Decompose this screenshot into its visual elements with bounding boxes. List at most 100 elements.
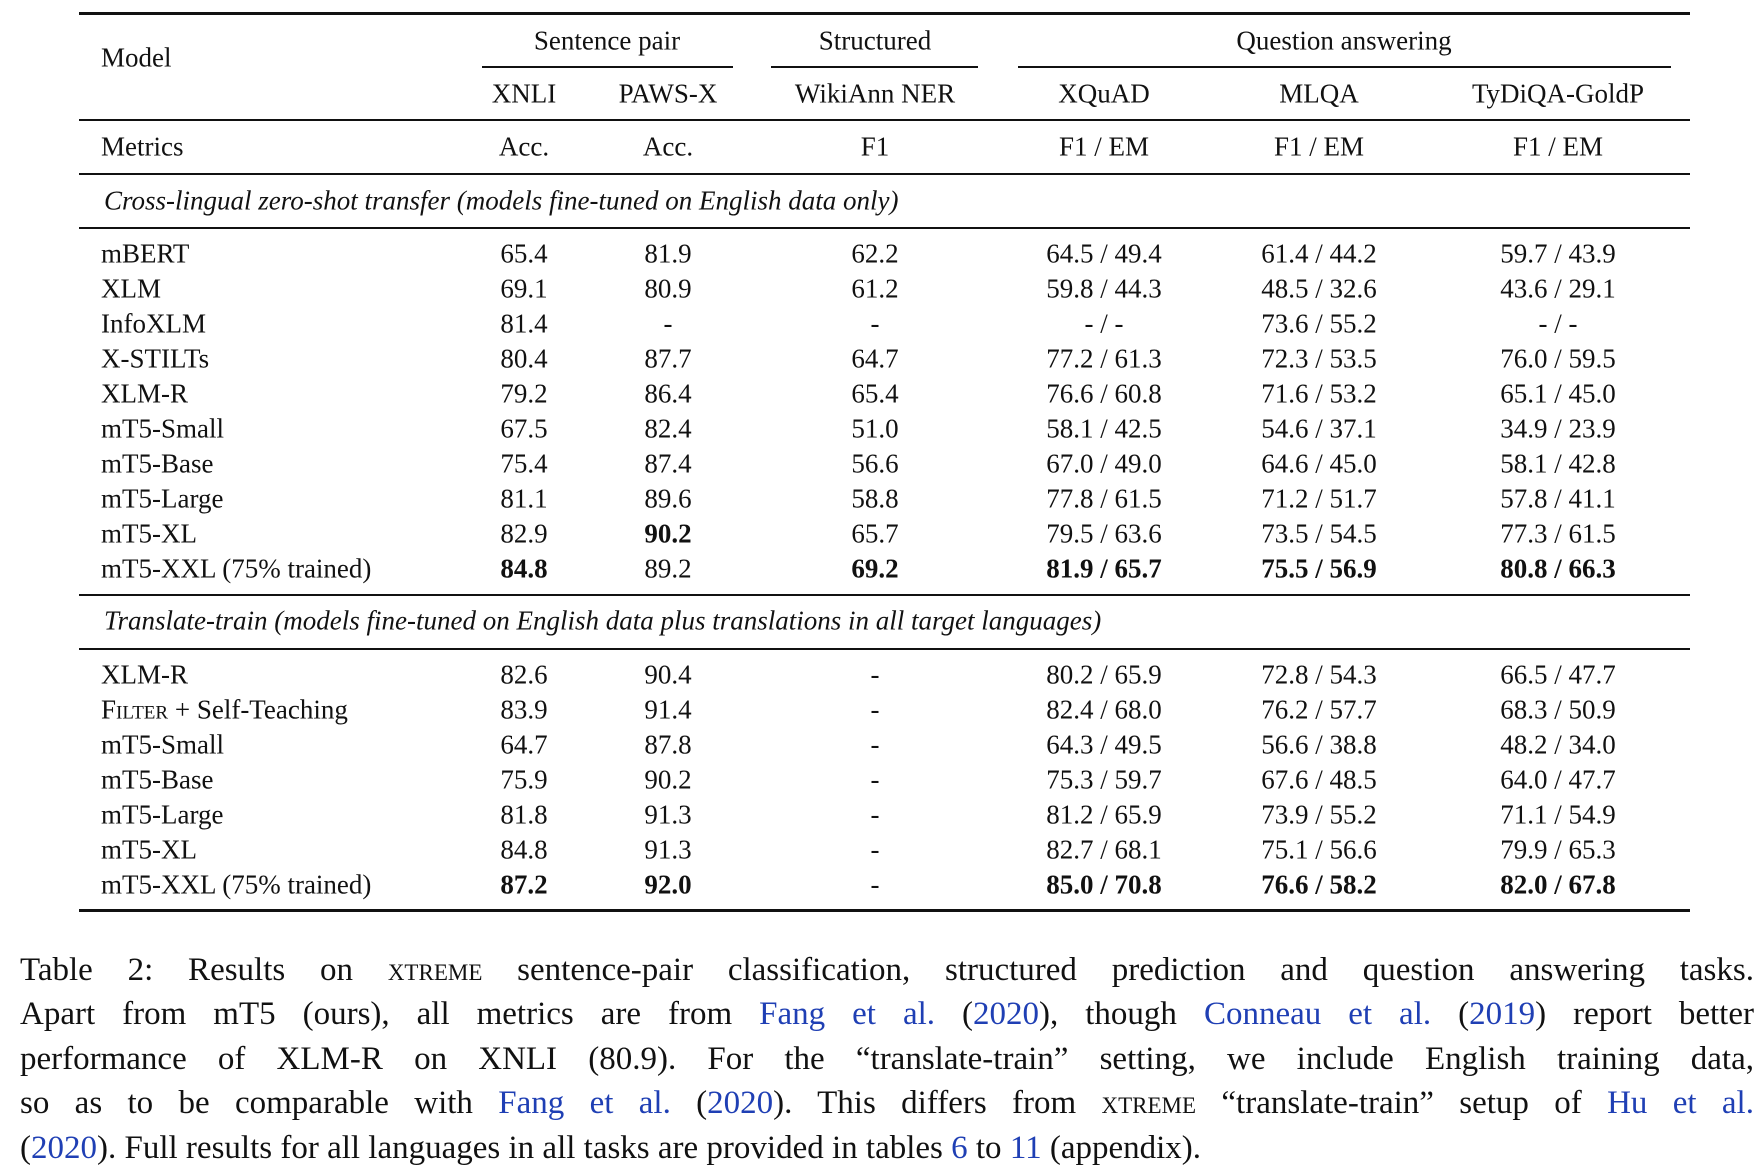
- table-cell: 56.6: [851, 448, 899, 479]
- table-cell: 75.1 / 56.6: [1261, 834, 1377, 865]
- table-cell: 71.2 / 51.7: [1261, 483, 1377, 514]
- table-cell: -: [870, 694, 880, 725]
- citation-link[interactable]: 11: [1009, 1130, 1042, 1166]
- model-name: mBERT: [101, 238, 190, 269]
- group-question-answering: Question answering: [1236, 25, 1452, 56]
- cmidrule: [1018, 66, 1671, 68]
- table-cell: -: [663, 308, 673, 339]
- table-cell: 92.0: [644, 869, 692, 900]
- cmidrule: [482, 66, 733, 68]
- table-cell: 61.2: [851, 273, 899, 304]
- caption-text: (: [935, 996, 974, 1032]
- table-cell: 84.8: [500, 834, 548, 865]
- table-cell: 81.9 / 65.7: [1046, 553, 1162, 584]
- table-cell: - / -: [1538, 308, 1578, 339]
- metric-label: Acc.: [498, 131, 550, 162]
- model-name: XLM-R: [101, 659, 188, 690]
- column-header: TyDiQA-GoldP: [1471, 78, 1645, 109]
- table-cell: 91.3: [644, 799, 692, 830]
- caption-line: Apart from mT5 (ours), all metrics are f…: [20, 998, 1754, 1031]
- caption-text: sentence-pair classification, structured…: [482, 952, 1754, 988]
- table-cell: 56.6 / 38.8: [1261, 729, 1377, 760]
- top-rule: [79, 12, 1690, 15]
- metric-label: F1 / EM: [1273, 131, 1365, 162]
- model-name: XLM: [101, 273, 161, 304]
- caption-text: Table 2: Results on: [20, 952, 388, 988]
- model-name: mT5-XL: [101, 834, 197, 865]
- model-name: X-STILTs: [101, 343, 210, 374]
- table-cell: 82.4 / 68.0: [1046, 694, 1162, 725]
- table-cell: -: [870, 799, 880, 830]
- table-cell: -: [870, 834, 880, 865]
- metric-label: Acc.: [642, 131, 694, 162]
- column-header: PAWS-X: [618, 78, 718, 109]
- table-cell: 76.6 / 58.2: [1261, 869, 1377, 900]
- table-cell: 43.6 / 29.1: [1500, 273, 1616, 304]
- table-cell: 90.2: [644, 764, 692, 795]
- caption-line: performance of XLM-R on XNLI (80.9). For…: [20, 1043, 1754, 1076]
- citation-link[interactable]: Fang et al.: [498, 1085, 671, 1121]
- column-header: WikiAnn NER: [794, 78, 956, 109]
- citation-link[interactable]: 2019: [1469, 996, 1536, 1032]
- table-cell: -: [870, 659, 880, 690]
- table-cell: 87.7: [644, 343, 692, 374]
- caption-text: (: [20, 1130, 31, 1166]
- table-cell: 75.5 / 56.9: [1261, 553, 1377, 584]
- column-header: XQuAD: [1058, 78, 1150, 109]
- citation-link[interactable]: Fang et al.: [759, 996, 936, 1032]
- table-cell: 69.1: [500, 273, 548, 304]
- citation-link[interactable]: 2020: [31, 1130, 97, 1166]
- model-name: mT5-XXL (75% trained): [101, 869, 372, 900]
- header-rule: [79, 119, 1690, 121]
- table-cell: 90.2: [644, 518, 692, 549]
- table-cell: 82.0 / 67.8: [1500, 869, 1616, 900]
- citation-link[interactable]: 2020: [707, 1085, 774, 1121]
- table-cell: 82.4: [644, 413, 692, 444]
- caption-text: to: [967, 1130, 1010, 1166]
- table-cell: 57.8 / 41.1: [1500, 483, 1616, 514]
- table-cell: 81.9: [644, 238, 692, 269]
- citation-link[interactable]: 6: [951, 1130, 968, 1166]
- model-name: mT5-Small: [101, 729, 224, 760]
- bottom-rule: [79, 909, 1690, 912]
- section-rule: [79, 648, 1690, 650]
- citation-link[interactable]: 2020: [973, 996, 1040, 1032]
- citation-link[interactable]: Hu et al.: [1607, 1085, 1754, 1121]
- table-cell: 65.7: [851, 518, 899, 549]
- metric-label: F1: [860, 131, 890, 162]
- caption-text: so as to be comparable with: [20, 1085, 499, 1121]
- table-cell: -: [870, 869, 880, 900]
- table-cell: 64.5 / 49.4: [1046, 238, 1162, 269]
- caption-text: performance of XLM-R on XNLI (80.9). For…: [20, 1041, 1754, 1077]
- section-rule: [79, 594, 1690, 596]
- caption-text: (: [1431, 996, 1470, 1032]
- table-cell: 77.3 / 61.5: [1500, 518, 1616, 549]
- table-cell: 58.8: [851, 483, 899, 514]
- model-name: InfoXLM: [101, 308, 206, 339]
- caption-line: so as to be comparable with Fang et al. …: [20, 1087, 1754, 1120]
- metric-label: F1 / EM: [1512, 131, 1604, 162]
- table-cell: 76.6 / 60.8: [1046, 378, 1162, 409]
- cmidrule: [771, 66, 978, 68]
- table-cell: -: [870, 308, 880, 339]
- table-cell: 34.9 / 23.9: [1500, 413, 1616, 444]
- table-cell: 71.6 / 53.2: [1261, 378, 1377, 409]
- table-cell: 72.3 / 53.5: [1261, 343, 1377, 374]
- table-cell: 87.8: [644, 729, 692, 760]
- citation-link[interactable]: Conneau et al.: [1203, 996, 1432, 1032]
- model-name: mT5-Large: [101, 483, 224, 514]
- table-cell: 65.1 / 45.0: [1500, 378, 1616, 409]
- table-cell: 65.4: [851, 378, 899, 409]
- table-cell: 87.2: [500, 869, 548, 900]
- table-cell: 82.9: [500, 518, 548, 549]
- table-cell: 69.2: [851, 553, 899, 584]
- table-cell: 73.6 / 55.2: [1261, 308, 1377, 339]
- benchmark-name: xtreme: [387, 952, 483, 988]
- table-cell: 80.4: [500, 343, 548, 374]
- caption-line: (2020). Full results for all languages i…: [20, 1132, 1754, 1165]
- caption-text: ) report better: [1535, 996, 1754, 1032]
- caption-line: Table 2: Results on xtreme sentence-pair…: [20, 954, 1754, 987]
- table-cell: 77.2 / 61.3: [1046, 343, 1162, 374]
- table-cell: 77.8 / 61.5: [1046, 483, 1162, 514]
- table-cell: 89.2: [644, 553, 692, 584]
